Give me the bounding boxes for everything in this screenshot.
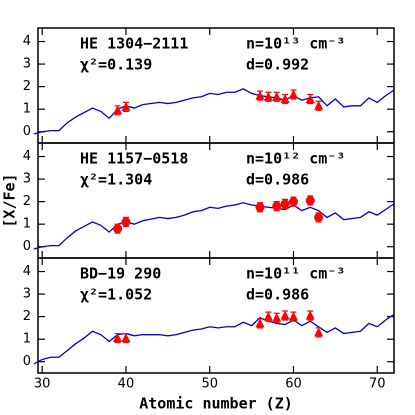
data-point <box>255 90 265 100</box>
data-point <box>288 311 298 321</box>
y-tick-label: 1 <box>23 217 31 232</box>
panel-frame <box>37 257 395 374</box>
data-point <box>255 318 265 328</box>
annotation: HE 1157−0518 <box>80 150 188 168</box>
y-tick-label: 3 <box>23 172 31 187</box>
data-point <box>288 89 298 99</box>
data-point <box>272 312 282 322</box>
annotation: BD−19 290 <box>80 265 161 283</box>
y-tick-label: 4 <box>23 34 31 49</box>
data-point <box>314 100 324 110</box>
annotation: d=0.992 <box>246 56 309 74</box>
annotation: HE 1304−2111 <box>80 35 188 53</box>
y-tick-label: 2 <box>23 79 31 94</box>
data-point <box>280 310 290 320</box>
x-tick-label: 60 <box>285 377 302 392</box>
data-point <box>305 310 315 320</box>
data-point <box>305 196 315 205</box>
y-tick-label: 4 <box>23 149 31 164</box>
y-tick-label: 3 <box>23 57 31 72</box>
data-point <box>288 197 298 207</box>
data-point <box>263 311 273 321</box>
model-line <box>33 313 395 365</box>
y-tick-label: 0 <box>23 239 31 254</box>
data-point <box>121 333 131 343</box>
annotation: n=10¹¹ cm⁻³ <box>246 265 345 283</box>
y-tick-label: 1 <box>23 332 31 347</box>
data-point <box>263 91 273 101</box>
data-point <box>255 202 265 212</box>
model-line <box>33 202 395 250</box>
model-line <box>33 88 395 135</box>
y-tick-label: 2 <box>23 194 31 209</box>
data-point <box>280 199 290 209</box>
annotation: n=10¹³ cm⁻³ <box>246 35 345 53</box>
x-tick-label: 30 <box>34 377 51 392</box>
data-point <box>305 94 315 104</box>
annotation: n=10¹² cm⁻³ <box>246 150 345 168</box>
data-point <box>121 217 131 227</box>
annotation: d=0.986 <box>246 171 309 189</box>
y-tick-label: 0 <box>23 124 31 139</box>
y-tick-label: 0 <box>23 354 31 369</box>
data-point <box>314 212 324 222</box>
data-point <box>121 101 131 111</box>
y-tick-label: 1 <box>23 102 31 117</box>
data-point <box>280 94 290 104</box>
annotation: d=0.986 <box>246 286 309 304</box>
x-tick-label: 50 <box>201 377 218 392</box>
annotation: χ²=1.052 <box>80 286 152 304</box>
data-point <box>113 105 123 115</box>
x-tick-label: 40 <box>118 377 135 392</box>
data-point <box>272 201 282 211</box>
data-point <box>113 224 123 234</box>
y-tick-label: 4 <box>23 264 31 279</box>
data-point <box>113 333 123 343</box>
y-tick-label: 2 <box>23 309 31 324</box>
y-axis-label: [X/Fe] <box>1 173 19 227</box>
data-point <box>314 327 324 337</box>
x-tick-label: 70 <box>369 377 386 392</box>
annotation: χ²=1.304 <box>80 171 152 189</box>
x-axis-label: Atomic number (Z) <box>139 395 293 413</box>
data-point <box>272 91 282 101</box>
y-tick-label: 3 <box>23 287 31 302</box>
annotation: χ²=0.139 <box>80 56 152 74</box>
